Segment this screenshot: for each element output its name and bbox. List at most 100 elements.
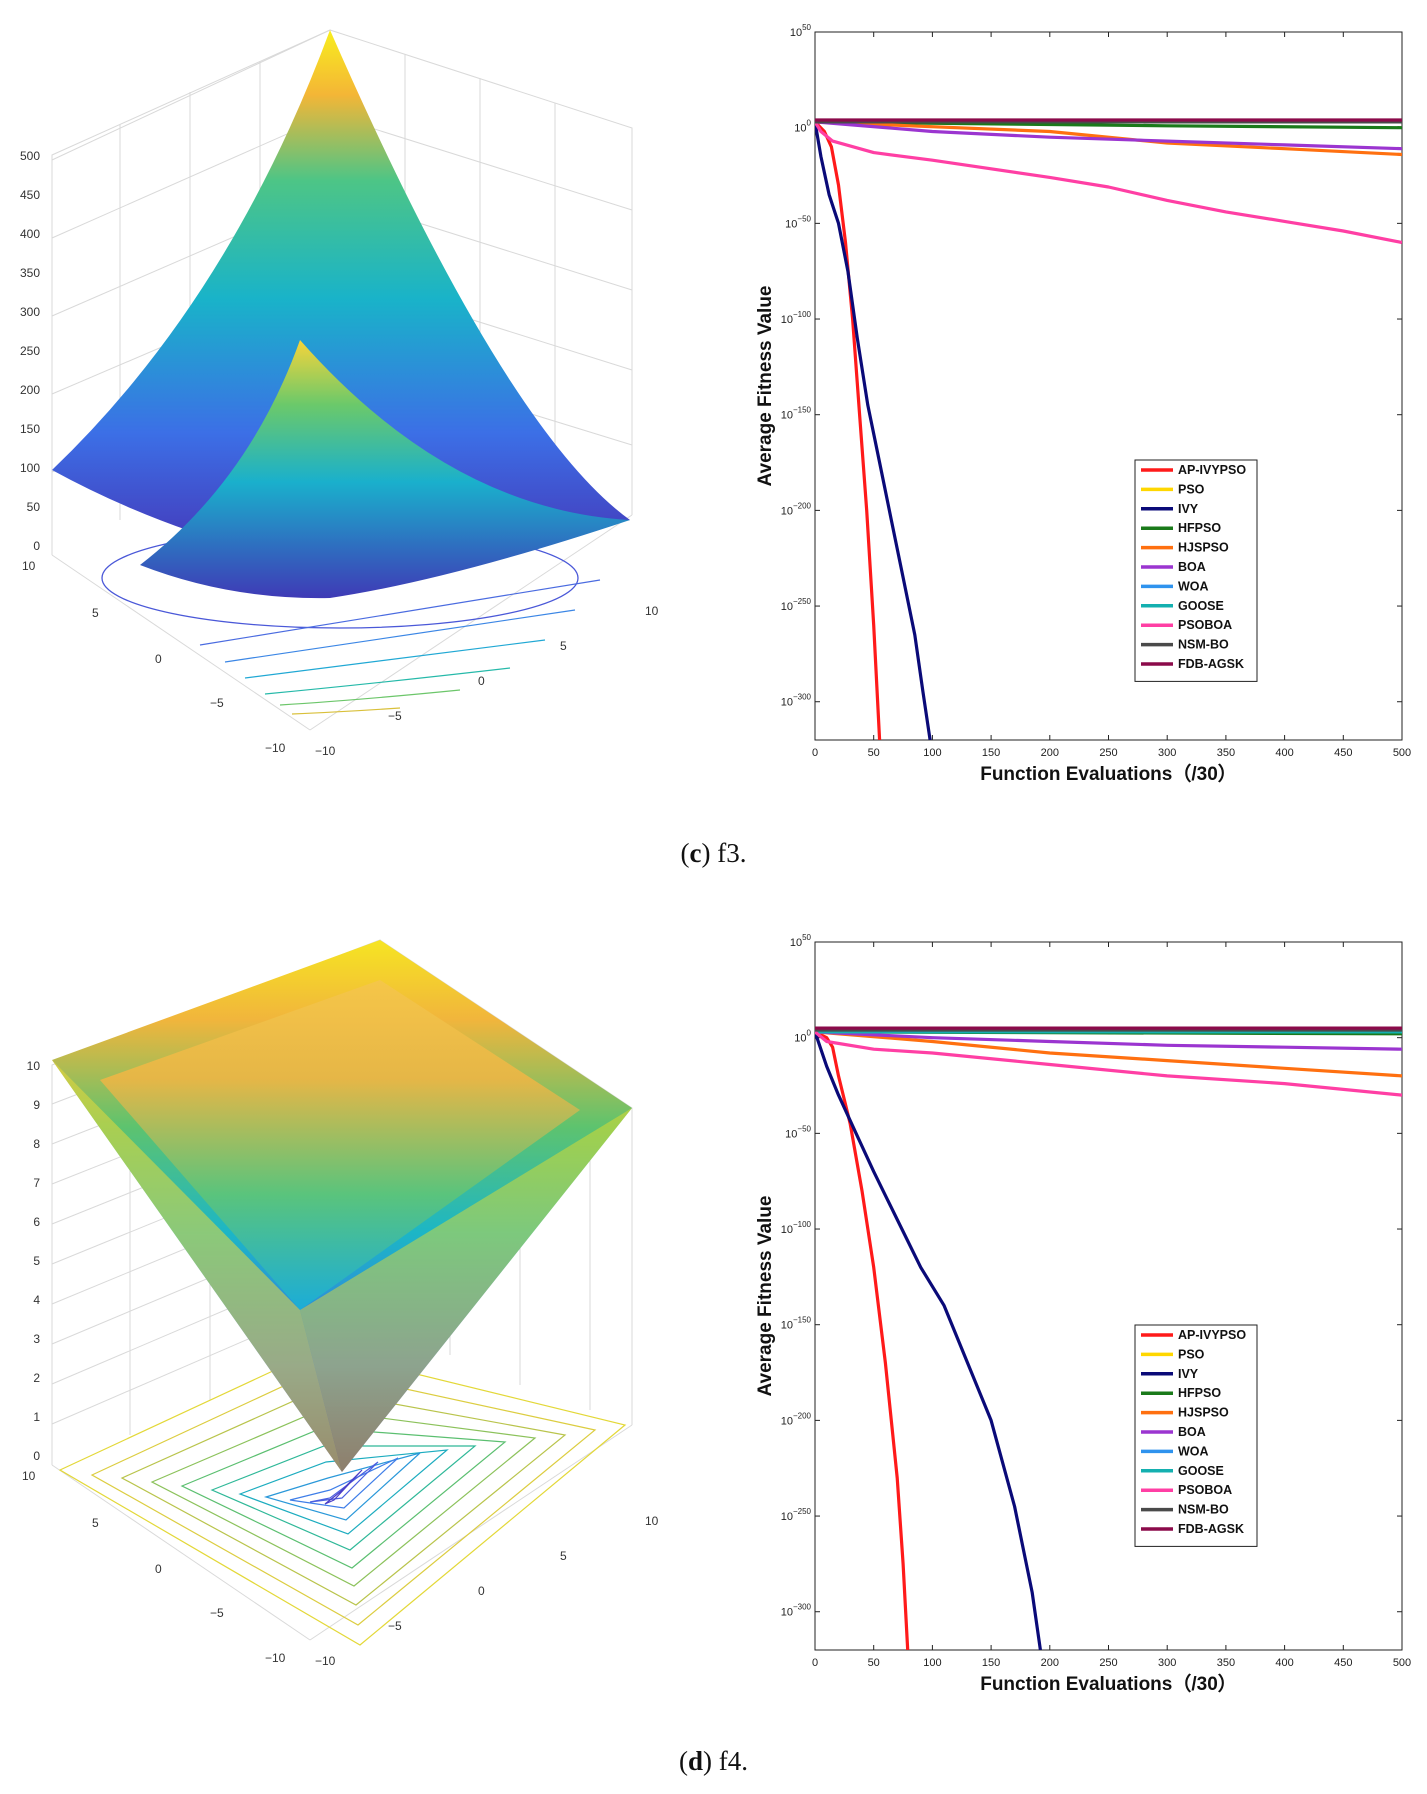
x-tick-label: 0 — [812, 747, 818, 759]
f3-z-tick: 450 — [20, 188, 40, 202]
x-tick-label: 300 — [1158, 747, 1176, 759]
x-tick-label: 350 — [1217, 1657, 1235, 1669]
y-tick-label: 10−150 — [781, 1316, 812, 1332]
f3-x-tick: −5 — [388, 709, 402, 723]
y-tick-label: 1050 — [790, 23, 812, 39]
series-line-ivy — [815, 121, 932, 740]
legend-label: NSM-BO — [1178, 638, 1229, 652]
f3-y-tick: −10 — [265, 741, 286, 755]
x-tick-label: 500 — [1393, 747, 1411, 759]
x-tick-label: 300 — [1158, 1657, 1176, 1669]
caption-d: (d) f4. — [678, 1746, 749, 1776]
f4-surface-right-wall — [300, 1108, 632, 1472]
caption-c-label: c — [689, 838, 702, 868]
f4-z-tick: 1 — [33, 1410, 40, 1424]
legend: AP-IVYPSO PSO IVY HFPSO HJSPSO BOA WOA GOOSE PSO… — [1134, 1324, 1258, 1547]
y-tick-label: 10−50 — [785, 214, 811, 230]
caption-c-text: f3. — [710, 838, 747, 868]
f4-z-tick: 0 — [33, 1449, 40, 1463]
x-tick-label: 200 — [1041, 747, 1059, 759]
f4-surface-left-wall — [52, 1060, 342, 1472]
legend-label: AP-IVYPSO — [1178, 463, 1246, 477]
f4-z-tick: 7 — [33, 1176, 40, 1190]
x-tick-label: 50 — [868, 1657, 880, 1669]
caption-d-label: d — [687, 1746, 704, 1776]
f4-z-tick: 2 — [33, 1371, 40, 1385]
legend-label: WOA — [1178, 1444, 1209, 1458]
f3-convergence-chart: 0 50 100 150 200 250 300 350 400 450 500 1050 100 10−… — [755, 23, 1411, 785]
f3-y-tick: 5 — [92, 606, 99, 620]
f3-surface-plot: 500 450 400 350 300 250 200 150 100 50 0… — [20, 29, 659, 758]
series-line-hjspso — [815, 1030, 1402, 1078]
f3-y-tick: 0 — [155, 652, 162, 666]
f3-z-tick: 250 — [20, 344, 40, 358]
legend-label: BOA — [1178, 560, 1206, 574]
f3-x-tick: 10 — [645, 604, 659, 618]
x-tick-label: 450 — [1334, 1657, 1352, 1669]
f4-x-tick: 5 — [560, 1549, 567, 1563]
caption-d-text: f4. — [712, 1746, 749, 1776]
x-tick-label: 350 — [1217, 747, 1235, 759]
x-tick-label: 0 — [812, 1657, 818, 1669]
y-tick-label: 10−200 — [781, 501, 812, 517]
series-line-psoboa — [815, 121, 1402, 245]
y-tick-label: 100 — [794, 1029, 811, 1045]
y-tick-label: 1050 — [790, 933, 812, 949]
series-group — [815, 118, 1402, 740]
y-tick-label: 10−100 — [781, 310, 812, 326]
f3-z-tick: 0 — [33, 539, 40, 553]
f4-x-tick: 0 — [478, 1584, 485, 1598]
caption-c: (c) f3. — [680, 838, 747, 868]
series-line-psoboa — [815, 1030, 1402, 1097]
x-tick-label: 450 — [1334, 747, 1352, 759]
legend-label: PSO — [1178, 1347, 1205, 1361]
legend-label: HFPSO — [1178, 521, 1221, 535]
f3-xy-ticks: 10 5 0 −5 −10 −10 −5 0 5 10 — [22, 559, 659, 758]
f4-y-tick: −10 — [265, 1651, 286, 1665]
y-tick-label: 10−200 — [781, 1411, 812, 1427]
f3-y-tick: 10 — [22, 559, 36, 573]
legend-label: HJSPSO — [1178, 1406, 1229, 1420]
legend-label: FDB-AGSK — [1178, 657, 1244, 671]
legend-label: WOA — [1178, 579, 1209, 593]
f4-xy-ticks: 10 5 0 −5 −10 −10 −5 0 5 10 — [22, 1469, 659, 1668]
f4-x-tick: 10 — [645, 1514, 659, 1528]
f3-z-tick: 150 — [20, 422, 40, 436]
y-axis-label: Average Fitness Value — [755, 285, 776, 486]
f3-z-tick: 200 — [20, 383, 40, 397]
f3-z-tick: 100 — [20, 461, 40, 475]
f3-x-tick: 0 — [478, 674, 485, 688]
legend-label: BOA — [1178, 1425, 1206, 1439]
f3-z-ticks: 500 450 400 350 300 250 200 150 100 50 0 — [20, 149, 40, 553]
x-axis-label: Function Evaluations（/30） — [980, 1672, 1237, 1695]
f3-x-tick: −10 — [315, 744, 336, 758]
f3-z-tick: 400 — [20, 227, 40, 241]
f4-x-tick: −10 — [315, 1654, 336, 1668]
legend-label: PSOBOA — [1178, 618, 1232, 632]
legend-label: NSM-BO — [1178, 1503, 1229, 1517]
series-line-hjspso — [815, 120, 1402, 157]
series-line-ivy — [815, 1031, 1042, 1650]
y-tick-label: 10−300 — [781, 1603, 812, 1619]
f3-z-tick: 500 — [20, 149, 40, 163]
x-axis-label: Function Evaluations（/30） — [980, 762, 1237, 785]
legend-label: GOOSE — [1178, 599, 1224, 613]
x-tick-label: 500 — [1393, 1657, 1411, 1669]
x-tick-label: 250 — [1099, 747, 1117, 759]
f4-z-ticks: 10 9 8 7 6 5 4 3 2 1 0 — [27, 1059, 41, 1463]
legend-label: IVY — [1178, 1367, 1199, 1381]
f4-contours — [58, 1349, 627, 1646]
x-tick-label: 100 — [923, 1657, 941, 1669]
f3-z-tick: 300 — [20, 305, 40, 319]
series-line-boa — [815, 1030, 1402, 1051]
f4-convergence-chart: 0 50 100 150 200 250 300 350 400 450 500 1050 100 10−… — [755, 933, 1411, 1695]
x-tick-label: 400 — [1275, 747, 1293, 759]
x-tick-label: 250 — [1099, 1657, 1117, 1669]
legend-label: AP-IVYPSO — [1178, 1328, 1246, 1342]
y-tick-label: 10−250 — [781, 1507, 812, 1523]
x-tick-label: 50 — [868, 747, 880, 759]
legend-label: PSOBOA — [1178, 1483, 1232, 1497]
f4-y-tick: 0 — [155, 1562, 162, 1576]
y-tick-label: 10−300 — [781, 693, 812, 709]
plot-frame — [814, 941, 1403, 1651]
